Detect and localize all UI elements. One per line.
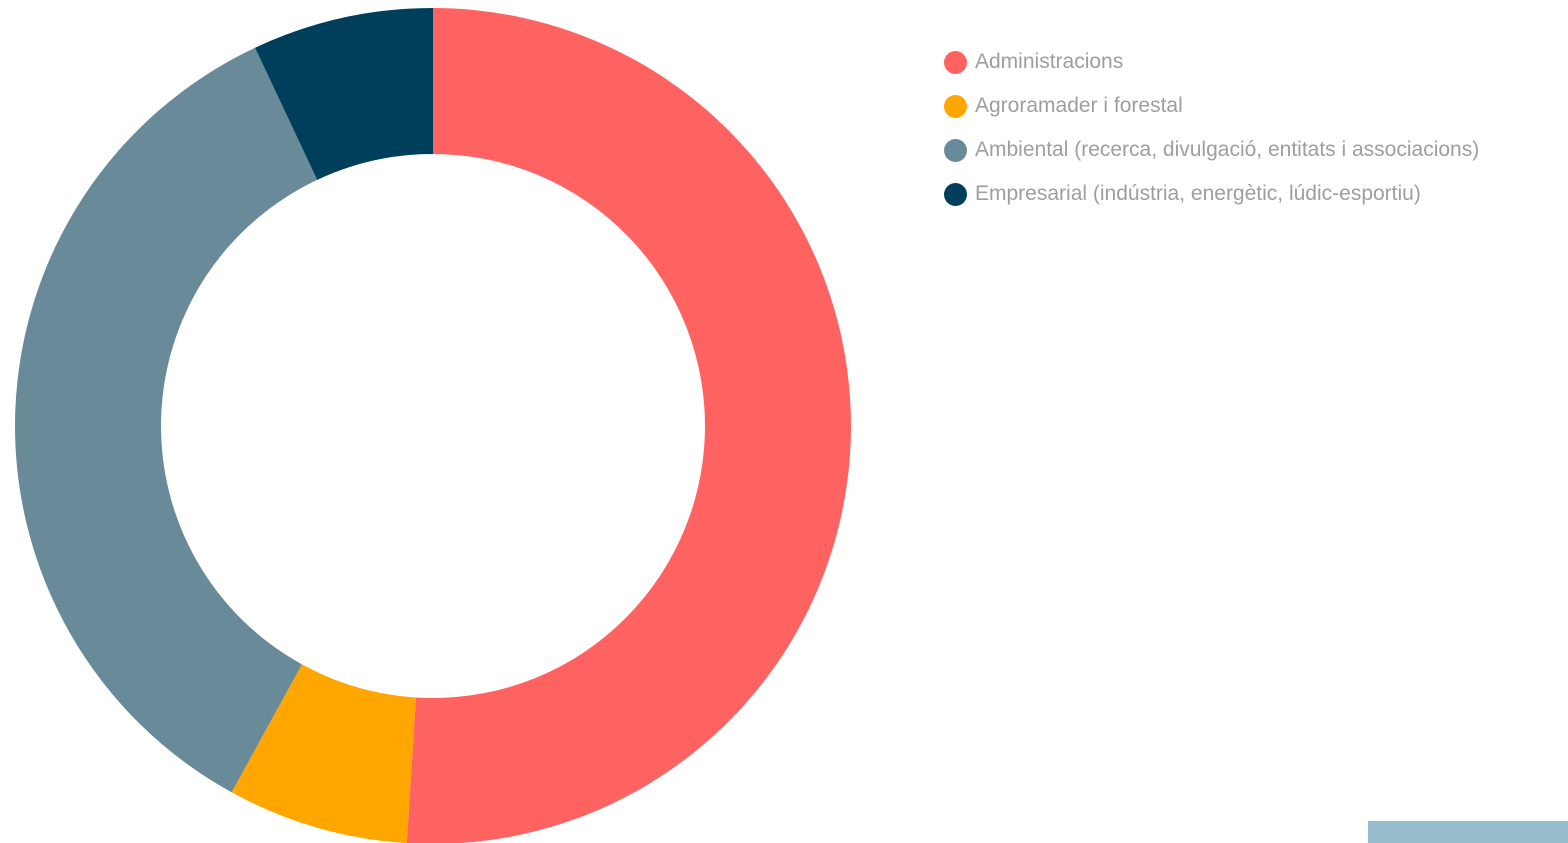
legend-swatch-administracions [944, 50, 967, 74]
legend-item-empresarial[interactable]: Empresarial (indústria, energètic, lúdic… [944, 172, 1479, 216]
donut-slice-administracions[interactable] [406, 8, 851, 843]
legend-swatch-empresarial [944, 182, 967, 206]
legend-item-agroramader[interactable]: Agroramader i forestal [944, 84, 1479, 128]
chart-legend: Administracions Agroramader i forestal A… [944, 40, 1479, 216]
legend-item-administracions[interactable]: Administracions [944, 40, 1479, 84]
legend-label: Empresarial (indústria, energètic, lúdic… [975, 182, 1421, 205]
legend-item-ambiental[interactable]: Ambiental (recerca, divulgació, entitats… [944, 128, 1479, 172]
donut-slice-empresarial[interactable] [255, 7, 433, 180]
legend-label: Agroramader i forestal [975, 94, 1183, 117]
legend-label: Ambiental (recerca, divulgació, entitats… [975, 138, 1480, 161]
legend-label: Administracions [975, 50, 1124, 73]
corner-tab[interactable] [1368, 821, 1568, 843]
donut-chart [15, 7, 851, 843]
donut-slice-agroramader[interactable] [231, 664, 416, 843]
legend-swatch-ambiental [944, 138, 967, 162]
donut-slice-ambiental[interactable] [15, 47, 318, 793]
legend-swatch-agroramader [944, 94, 967, 118]
